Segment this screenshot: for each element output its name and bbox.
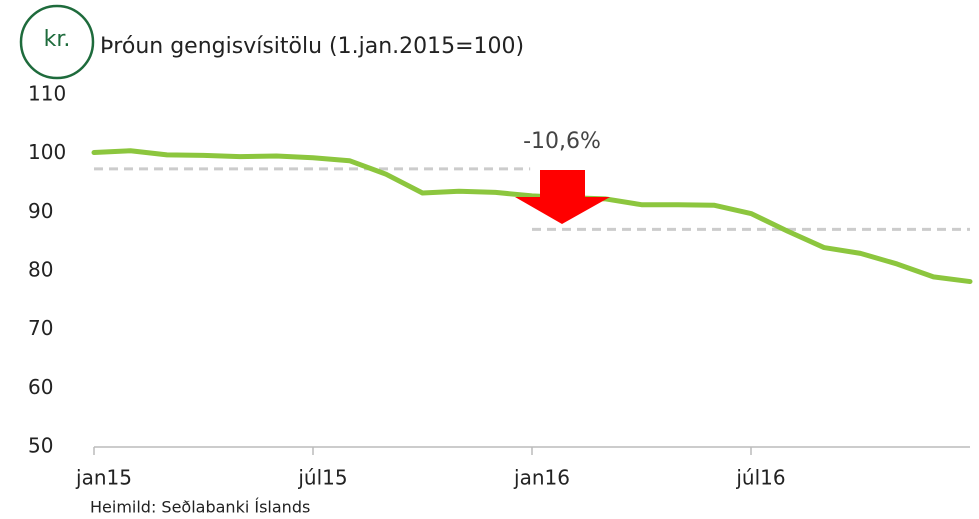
y-tick-label: 110 bbox=[28, 82, 66, 106]
arrow bbox=[515, 170, 610, 224]
x-tick-label: júl16 bbox=[735, 466, 785, 490]
chart-title: Þróun gengisvísitölu (1.jan.2015=100) bbox=[100, 34, 524, 59]
y-tick-label: 100 bbox=[28, 140, 66, 164]
source: Heimild: Seðlabanki Íslands bbox=[90, 498, 310, 517]
y-tick-label: 80 bbox=[28, 258, 53, 282]
icon-text: kr. bbox=[44, 27, 71, 52]
y-tick-label: 50 bbox=[28, 434, 53, 458]
y-tick-label: 90 bbox=[28, 199, 53, 223]
x-tick-label: júl15 bbox=[297, 466, 347, 490]
y-tick-label: 70 bbox=[28, 316, 53, 340]
annotation: -10,6% bbox=[523, 129, 601, 154]
icon-circle bbox=[19, 4, 95, 80]
x-tick-label: jan15 bbox=[75, 466, 132, 490]
series-line bbox=[91, 148, 973, 285]
y-tick-label: 60 bbox=[28, 375, 53, 399]
x-tick-label: jan16 bbox=[513, 466, 570, 490]
